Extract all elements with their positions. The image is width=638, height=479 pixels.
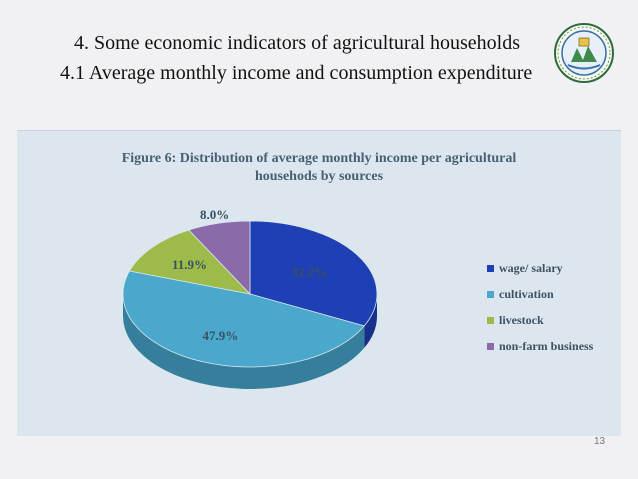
legend-swatch [487, 265, 494, 272]
chart-title-line-1: Figure 6: Distribution of average monthl… [121, 151, 517, 166]
legend-label: wage/ salary [499, 261, 563, 275]
data-label-cultivation: 47.9% [202, 328, 238, 343]
pie-slice-cultivation [122, 270, 365, 368]
data-label-non-farm-business: 8.0% [200, 207, 229, 222]
data-label-wage-salary: 32.2% [291, 265, 327, 280]
pie-slice-wage-salary [249, 220, 378, 327]
data-label-livestock: 11.9% [172, 257, 207, 272]
pie-slice-non-farm-business [188, 220, 251, 295]
page-number: 13 [594, 436, 606, 447]
university-seal-icon [552, 20, 616, 86]
pie-side-cultivation [123, 294, 365, 389]
pie-chart: 32.2% 47.9% 11.9% 8.0% [122, 207, 378, 389]
legend-label: livestock [499, 313, 544, 327]
pie-slice-livestock [128, 229, 252, 295]
legend-label: cultivation [499, 287, 554, 301]
slide-title-line-2: 4.1 Average monthly income and consumpti… [60, 62, 533, 84]
slide-title-line-1: 4. Some economic indicators of agricultu… [74, 32, 521, 54]
chart-title-line-2: househods by sources [254, 169, 384, 184]
legend-swatch [487, 317, 494, 324]
legend-swatch [487, 291, 494, 298]
legend-label: non-farm business [499, 339, 594, 353]
legend-swatch [487, 343, 494, 350]
pie-side-wage-salary [364, 294, 377, 348]
chart-panel: Figure 6: Distribution of average monthl… [17, 130, 621, 436]
